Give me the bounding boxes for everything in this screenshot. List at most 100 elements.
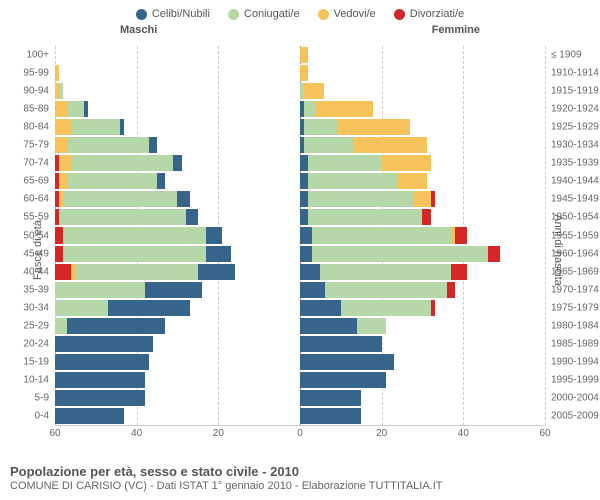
year-label: 2005-2009 xyxy=(545,410,600,421)
age-row: 95-991910-1914 xyxy=(55,64,545,82)
bar-seg xyxy=(55,246,63,262)
age-label: 20-24 xyxy=(7,338,55,349)
bar-seg xyxy=(300,47,308,63)
bar-seg xyxy=(120,119,124,135)
bar-seg xyxy=(308,173,398,189)
x-tick: 40 xyxy=(458,428,469,439)
age-row: 20-241985-1989 xyxy=(55,335,545,353)
legend-swatch xyxy=(394,9,405,20)
bar-seg xyxy=(55,65,59,81)
bar-seg xyxy=(59,83,63,99)
bar-seg xyxy=(300,264,320,280)
bar-seg xyxy=(308,155,382,171)
bar-seg xyxy=(55,264,71,280)
age-label: 50-54 xyxy=(7,230,55,241)
x-tick: 20 xyxy=(213,428,224,439)
bar-seg xyxy=(55,137,67,153)
year-label: 1945-1949 xyxy=(545,194,600,205)
year-label: 1925-1929 xyxy=(545,122,600,133)
legend-label: Vedovi/e xyxy=(334,8,376,20)
year-label: 1940-1944 xyxy=(545,176,600,187)
year-label: 1975-1979 xyxy=(545,302,600,313)
age-label: 5-9 xyxy=(7,392,55,403)
age-row: 80-841925-1929 xyxy=(55,118,545,136)
x-tick: 0 xyxy=(297,428,303,439)
gender-labels: Maschi Femmine xyxy=(0,20,600,38)
bar-seg xyxy=(206,227,222,243)
bar-seg xyxy=(84,101,88,117)
bar-seg xyxy=(63,246,206,262)
chart-subtitle: COMUNE DI CARISIO (VC) - Dati ISTAT 1° g… xyxy=(10,480,443,492)
year-label: 1915-1919 xyxy=(545,86,600,97)
age-label: 65-69 xyxy=(7,176,55,187)
year-label: 1990-1994 xyxy=(545,356,600,367)
bar-seg xyxy=(431,191,435,207)
legend-swatch xyxy=(228,9,239,20)
age-row: 65-691940-1944 xyxy=(55,172,545,190)
year-label: 1960-1964 xyxy=(545,248,600,259)
year-label: 1980-1984 xyxy=(545,320,600,331)
bar-seg xyxy=(316,101,373,117)
rows: 0-42005-20095-92000-200410-141995-199915… xyxy=(55,46,545,425)
age-row: 25-291980-1984 xyxy=(55,317,545,335)
bar-seg xyxy=(308,191,414,207)
legend-label: Divorziati/e xyxy=(410,8,464,20)
year-label: 1935-1939 xyxy=(545,158,600,169)
bar-seg xyxy=(300,408,361,424)
age-row: 5-92000-2004 xyxy=(55,389,545,407)
bar-seg xyxy=(173,155,181,171)
age-row: 100+≤ 1909 xyxy=(55,46,545,64)
age-row: 45-491960-1964 xyxy=(55,245,545,263)
year-label: 1970-1974 xyxy=(545,284,600,295)
bar-seg xyxy=(108,300,190,316)
age-label: 95-99 xyxy=(7,68,55,79)
footer: Popolazione per età, sesso e stato civil… xyxy=(10,464,443,492)
bar-seg xyxy=(55,101,67,117)
bar-seg xyxy=(145,282,202,298)
bar-seg xyxy=(312,227,451,243)
age-row: 70-741935-1939 xyxy=(55,154,545,172)
bar-seg xyxy=(488,246,500,262)
bar-seg xyxy=(67,101,83,117)
bar-seg xyxy=(55,300,108,316)
bar-seg xyxy=(337,119,411,135)
legend-item: Celibi/Nubili xyxy=(136,8,210,20)
bar-seg xyxy=(300,191,308,207)
chart-title: Popolazione per età, sesso e stato civil… xyxy=(10,464,443,479)
age-row: 40-441965-1969 xyxy=(55,263,545,281)
age-label: 85-89 xyxy=(7,104,55,115)
age-label: 55-59 xyxy=(7,212,55,223)
age-row: 90-941915-1919 xyxy=(55,82,545,100)
bar-seg xyxy=(300,390,361,406)
bar-seg xyxy=(71,155,173,171)
bar-seg xyxy=(63,191,177,207)
legend-item: Vedovi/e xyxy=(318,8,376,20)
bar-seg xyxy=(304,83,324,99)
bar-seg xyxy=(300,65,308,81)
bar-seg xyxy=(206,246,231,262)
bar-seg xyxy=(357,318,386,334)
x-tick: 60 xyxy=(49,428,60,439)
bar-seg xyxy=(300,246,312,262)
age-row: 30-341975-1979 xyxy=(55,299,545,317)
bar-seg xyxy=(55,282,145,298)
gender-left: Maschi xyxy=(120,24,157,36)
bar-seg xyxy=(300,300,341,316)
bar-seg xyxy=(75,264,198,280)
legend-item: Coniugati/e xyxy=(228,8,300,20)
bar-seg xyxy=(304,101,316,117)
bar-seg xyxy=(320,264,451,280)
bar-seg xyxy=(186,209,198,225)
bar-seg xyxy=(455,227,467,243)
bar-seg xyxy=(398,173,427,189)
legend-item: Divorziati/e xyxy=(394,8,464,20)
age-row: 35-391970-1974 xyxy=(55,281,545,299)
bar-seg xyxy=(447,282,455,298)
age-label: 80-84 xyxy=(7,122,55,133)
age-label: 35-39 xyxy=(7,284,55,295)
age-label: 75-79 xyxy=(7,140,55,151)
age-label: 25-29 xyxy=(7,320,55,331)
year-label: 2000-2004 xyxy=(545,392,600,403)
legend-label: Celibi/Nubili xyxy=(152,8,210,20)
bar-seg xyxy=(300,227,312,243)
